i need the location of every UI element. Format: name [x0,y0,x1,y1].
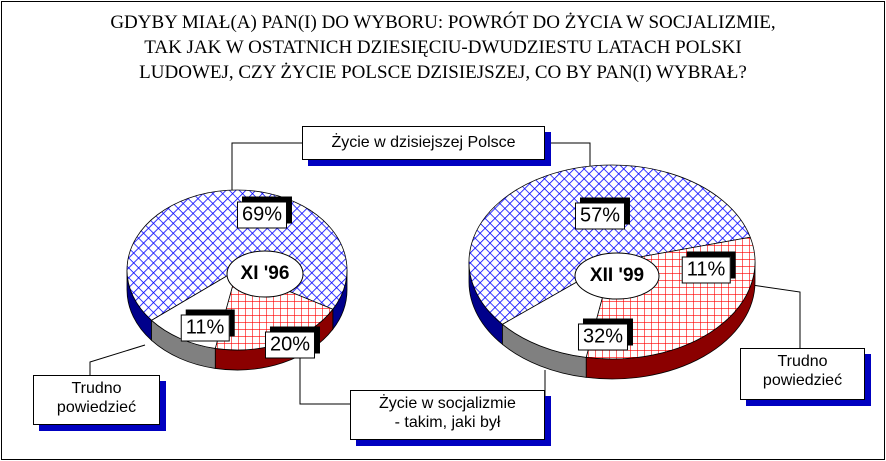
data-label: 69% [236,201,288,229]
pie-center [226,250,304,298]
legend-callout: Życie w socjalizmie - takim, jaki był [350,390,545,440]
leader-lines [89,142,801,405]
legend-callout: Życie w dzisiejszej Polsce [302,126,545,160]
data-label: 57% [574,202,626,230]
legend-callout: Trudno powiedzieć [33,375,160,425]
pie-title: XII '99 [589,265,645,286]
chart-title: GDYBY MIAŁ(A) PAN(I) DO WYBORU: POWRÓT D… [110,12,776,83]
pie-slice [468,164,751,325]
data-label: 32% [577,323,629,351]
pie-center [574,252,660,300]
data-label: 11% [180,314,230,342]
data-label: 11% [681,256,731,284]
pie-title: XI '96 [240,263,290,284]
data-label: 20% [264,331,316,359]
legend-callout: Trudno powiedzieć [740,348,865,400]
